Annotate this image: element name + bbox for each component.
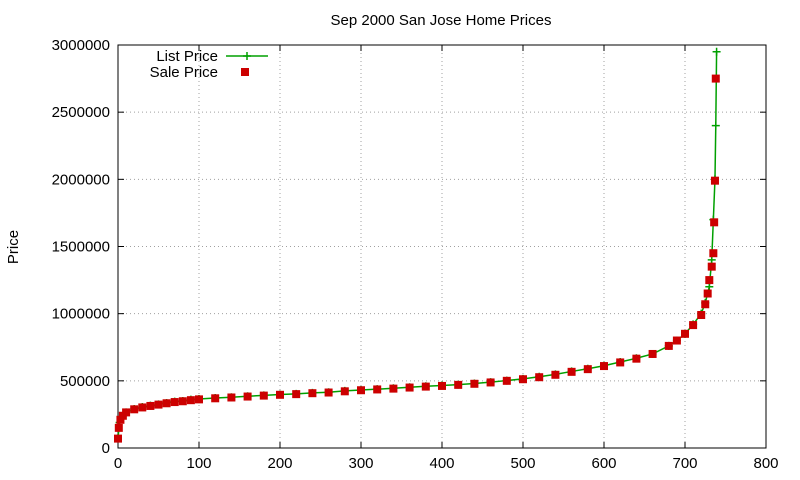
sale-price-point [114, 423, 123, 432]
x-tick-label: 700 [672, 455, 697, 472]
list-price-point [712, 47, 721, 56]
sale-price-point [697, 311, 706, 320]
x-tick-label: 800 [753, 455, 778, 472]
sale-price-point [672, 336, 681, 345]
sale-price-point [502, 376, 511, 385]
legend-square-marker [241, 68, 249, 76]
legend-label: Sale Price [150, 64, 218, 81]
sale-price-point [259, 391, 268, 400]
sale-price-point [243, 392, 252, 401]
sale-price-point [681, 329, 689, 338]
sale-price-point [567, 367, 576, 376]
list-price-line [117, 51, 718, 439]
y-axis-label: Price [5, 230, 22, 264]
sale-price-point [178, 397, 187, 406]
y-tick-label: 3000000 [52, 37, 110, 54]
sale-price-point [454, 380, 463, 389]
sale-price-point [195, 395, 203, 404]
sale-price-point [357, 386, 365, 395]
sale-price-point [421, 382, 430, 391]
sale-price-point [292, 390, 301, 399]
y-tick-label: 2000000 [52, 171, 110, 188]
sale-price-point [535, 373, 544, 382]
sale-price-point [373, 385, 382, 394]
sale-price-point [689, 321, 698, 330]
sale-price-point [519, 375, 527, 384]
x-tick-label: 200 [267, 455, 292, 472]
sale-price-point [710, 218, 719, 227]
x-tick-label: 400 [429, 455, 454, 472]
list-price-point [711, 121, 720, 130]
sale-price-point [130, 405, 139, 414]
series-list-price [114, 47, 721, 442]
sale-price-point [710, 176, 719, 185]
sale-price-point [486, 378, 495, 387]
sale-price-point [324, 388, 333, 397]
sale-price-point [405, 383, 414, 392]
x-tick-label: 0 [114, 455, 122, 472]
sale-price-point [664, 341, 673, 350]
sale-price-point [707, 262, 716, 271]
grid-lines [118, 45, 766, 448]
x-tick-label: 600 [591, 455, 616, 472]
sale-price-point [705, 276, 714, 285]
axes: 0 100 200 300 400 500 600 700 800 0 500000 1000000 1… [52, 37, 779, 472]
sale-price-point [551, 370, 560, 379]
sale-price-point [648, 349, 657, 358]
sale-price-point [114, 434, 122, 443]
x-tick-label: 100 [186, 455, 211, 472]
sale-price-point [438, 381, 446, 390]
sale-price-point [709, 249, 718, 258]
sale-price-point [340, 387, 349, 396]
sale-price-point [389, 384, 398, 393]
y-tick-label: 1500000 [52, 239, 110, 256]
sale-price-point [632, 354, 641, 363]
sale-price-point [308, 389, 317, 398]
list-price-point [707, 255, 716, 264]
legend-plus-marker [243, 52, 251, 60]
sale-price-point [616, 358, 625, 367]
sale-price-point [211, 394, 220, 403]
sale-price-point [146, 401, 155, 410]
sale-price-point [186, 396, 195, 405]
y-tick-label: 2500000 [52, 104, 110, 121]
sale-price-point [122, 408, 131, 417]
list-price-point [705, 282, 714, 291]
y-tick-label: 1000000 [52, 306, 110, 323]
sale-price-point [703, 289, 712, 298]
sale-price-point [227, 393, 236, 402]
legend-label: List Price [156, 48, 218, 65]
y-tick-label: 500000 [60, 373, 110, 390]
sale-price-point [138, 403, 147, 412]
chart-title: Sep 2000 San Jose Home Prices [331, 12, 552, 29]
y-tick-label: 0 [102, 440, 110, 457]
sale-price-point [162, 399, 171, 408]
x-tick-label: 500 [510, 455, 535, 472]
sale-price-point [170, 398, 179, 407]
sale-price-point [116, 415, 125, 424]
sale-price-point [276, 390, 284, 399]
sale-price-point [711, 74, 720, 83]
sale-price-point [600, 362, 608, 371]
series-sale-price [114, 74, 720, 443]
sale-price-point [583, 365, 592, 374]
series-layer [114, 47, 721, 443]
sale-price-point [154, 400, 163, 409]
x-tick-label: 300 [348, 455, 373, 472]
sale-price-point [701, 300, 710, 309]
sale-price-point [470, 379, 479, 388]
